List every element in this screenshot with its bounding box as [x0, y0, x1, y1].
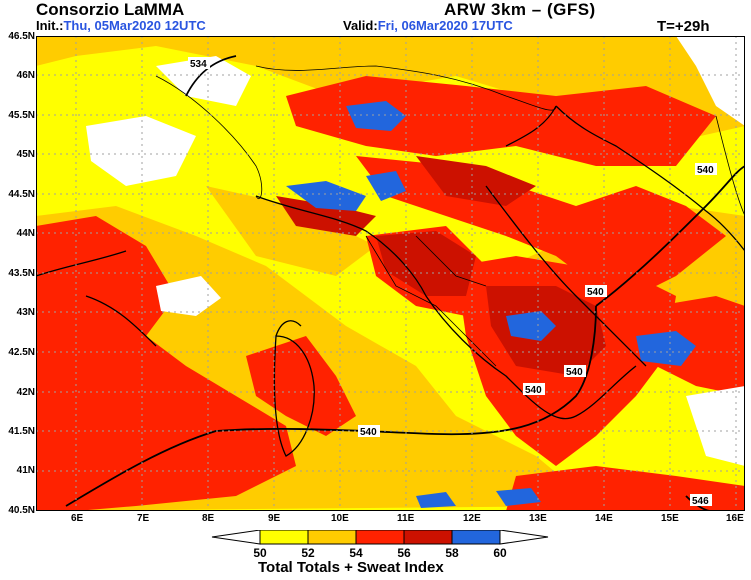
init-value: Thu, 05Mar2020 12UTC	[63, 18, 206, 33]
contour-label: 540	[360, 427, 377, 438]
coastlines	[36, 105, 745, 457]
lat-label: 46.5N	[8, 31, 35, 42]
valid-value: Fri, 06Mar2020 17UTC	[377, 18, 513, 33]
legend-swatch	[451, 530, 501, 545]
contour-labels: 534 540 540 540 540 540 546	[188, 57, 717, 507]
contour-label: 540	[587, 287, 604, 298]
legend-swatch	[211, 530, 261, 545]
lon-label: 7E	[137, 513, 150, 524]
field-blue	[286, 101, 696, 508]
lat-label: 41.5N	[8, 426, 35, 437]
contour-label: 540	[525, 385, 542, 396]
init-label: Init.:	[36, 18, 64, 33]
product-title: Consorzio LaMMA	[36, 0, 185, 19]
lat-label: 46N	[16, 70, 35, 81]
lat-label: 43.5N	[8, 268, 35, 279]
lon-label: 12E	[463, 513, 481, 524]
lat-label: 43N	[16, 307, 35, 318]
forecast-step: T=+29h	[657, 18, 710, 35]
lat-label: 42N	[16, 387, 35, 398]
lon-label: 6E	[71, 513, 84, 524]
lat-label: 45.5N	[8, 110, 35, 121]
graticule	[36, 36, 745, 511]
field-white	[86, 36, 745, 466]
lat-label: 44.5N	[8, 189, 35, 200]
lat-label: 41N	[16, 465, 35, 476]
contour-label: 534	[190, 59, 207, 70]
height-contours	[65, 55, 745, 511]
lat-label: 44N	[16, 228, 35, 239]
contour-label: 540	[566, 367, 583, 378]
legend-value: 60	[493, 546, 507, 560]
lat-label: 40.5N	[8, 505, 35, 516]
lat-label: 45N	[16, 149, 35, 160]
init-time: Init.:Thu, 05Mar2020 12UTC	[36, 18, 206, 33]
legend-value: 54	[349, 546, 363, 560]
lon-label: 10E	[331, 513, 349, 524]
legend-bar: 50 52 54 56 58 60	[211, 530, 549, 560]
legend-swatch	[403, 530, 453, 545]
legend-value: 52	[301, 546, 315, 560]
lon-label: 8E	[202, 513, 215, 524]
legend-value: 56	[397, 546, 411, 560]
lon-label: 14E	[595, 513, 613, 524]
contour-label: 540	[697, 165, 714, 176]
legend-swatch	[355, 530, 405, 545]
legend-value: 50	[253, 546, 267, 560]
country-borders	[155, 65, 745, 367]
lon-label: 13E	[529, 513, 547, 524]
lon-label: 15E	[661, 513, 679, 524]
legend-swatch	[307, 530, 357, 545]
lon-label: 16E	[726, 513, 744, 524]
model-title: ARW 3km – (GFS)	[444, 0, 596, 19]
lon-label: 9E	[268, 513, 281, 524]
legend-swatch	[259, 530, 309, 545]
contour-label: 546	[692, 496, 709, 507]
legend-values: 50 52 54 56 58 60	[253, 546, 507, 560]
legend-swatch	[499, 530, 549, 545]
valid-time: Valid:Fri, 06Mar2020 17UTC	[343, 18, 513, 33]
lat-label: 42.5N	[8, 347, 35, 358]
legend-title: Total Totals + Sweat Index	[258, 559, 444, 576]
legend-value: 58	[445, 546, 459, 560]
valid-label: Valid:	[343, 18, 378, 33]
map-frame	[36, 36, 745, 511]
forecast-map: 534 540 540 540 540 540 546	[36, 36, 745, 511]
lon-label: 11E	[397, 513, 415, 524]
